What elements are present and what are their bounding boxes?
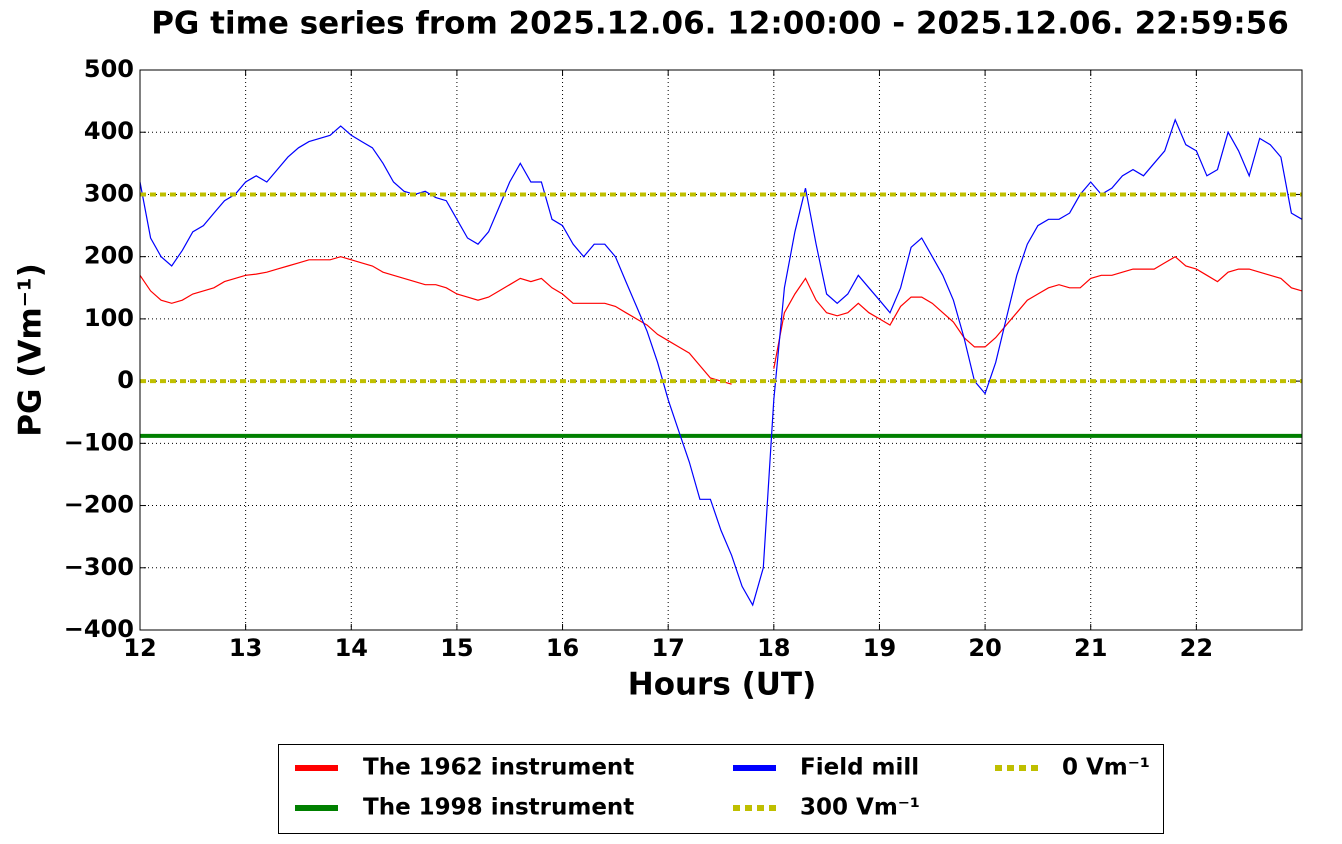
y-tick-label: 100	[84, 304, 134, 332]
y-tick-label: −200	[64, 491, 134, 519]
legend-label: The 1962 instrument	[363, 755, 634, 781]
legend-label: The 1998 instrument	[363, 795, 634, 821]
x-tick-label: 19	[863, 634, 896, 662]
x-tick-label: 18	[757, 634, 790, 662]
data-line	[139, 118, 1303, 607]
x-tick-label: 13	[229, 634, 262, 662]
y-tick-label: 400	[84, 117, 134, 145]
x-tick-label: 22	[1180, 634, 1213, 662]
y-tick-label: −100	[64, 428, 134, 456]
x-tick-label: 15	[440, 634, 473, 662]
y-axis-label: PG (Vm⁻¹)	[13, 263, 49, 437]
y-tick-label: −400	[64, 615, 134, 643]
legend-box	[278, 744, 1164, 834]
legend-label: 300 Vm⁻¹	[800, 795, 920, 821]
plot-frame	[139, 69, 1303, 631]
x-tick-label: 20	[968, 634, 1001, 662]
y-tick-label: 300	[84, 179, 134, 207]
x-axis-label: Hours (UT)	[628, 667, 817, 703]
y-tick-label: 500	[84, 55, 134, 83]
x-tick-label: 21	[1074, 634, 1107, 662]
x-tick-label: 14	[335, 634, 368, 662]
y-tick-label: 200	[84, 242, 134, 270]
x-tick-label: 17	[651, 634, 684, 662]
data-line	[139, 255, 1303, 385]
legend-label: Field mill	[800, 755, 919, 781]
x-tick-label: 12	[123, 634, 156, 662]
legend-label: 0 Vm⁻¹	[1062, 755, 1150, 781]
y-tick-label: 0	[117, 366, 134, 394]
chart-title: PG time series from 2025.12.06. 12:00:00…	[151, 6, 1289, 42]
x-tick-label: 16	[546, 634, 579, 662]
y-tick-label: −300	[64, 553, 134, 581]
